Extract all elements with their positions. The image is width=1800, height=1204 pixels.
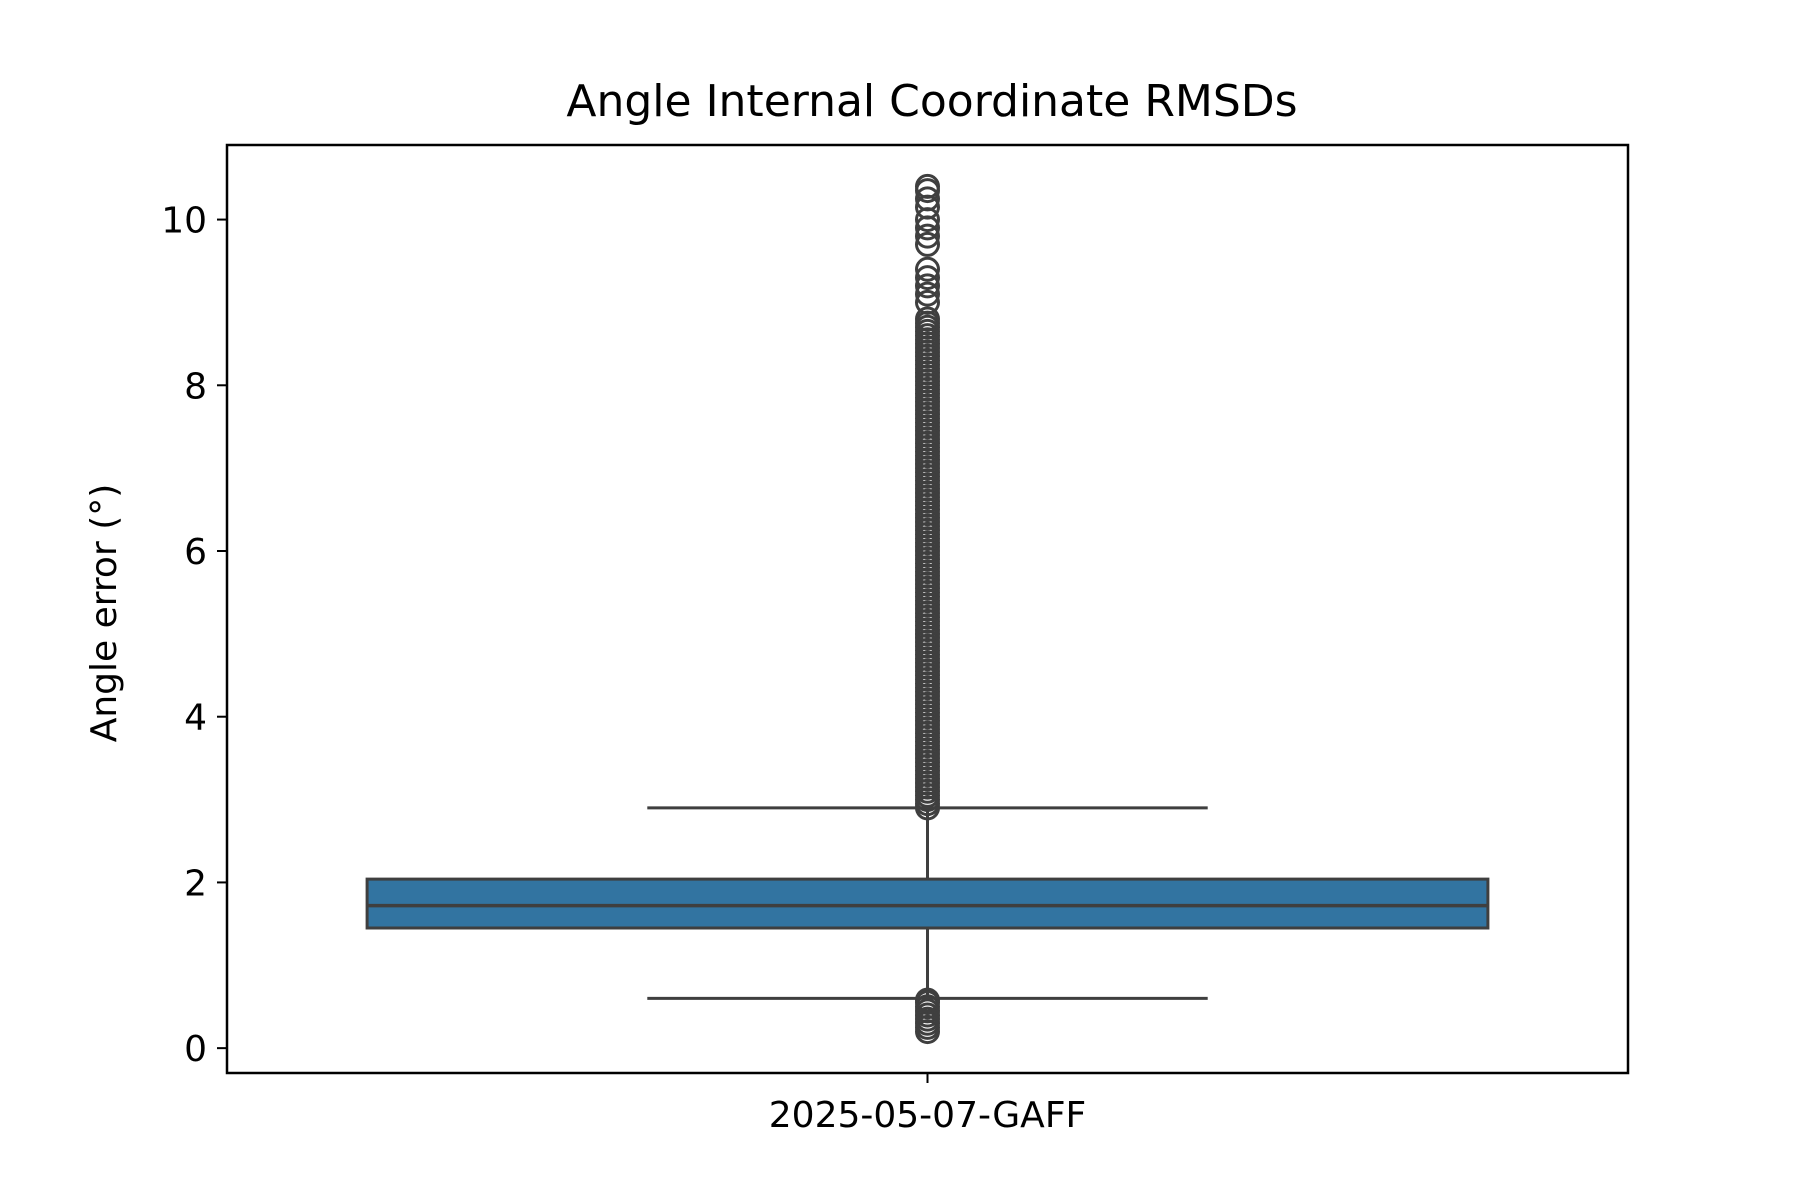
y-tick-label: 6 [184,532,207,573]
chart-title: Angle Internal Coordinate RMSDs [566,76,1297,127]
outlier-point [915,273,940,299]
outlier-point [915,987,940,1013]
axes-frame [225,143,1630,1075]
outlier-point [915,173,940,199]
outlier-point [915,256,940,282]
y-tick-label: 10 [161,201,207,242]
outlier-point [915,223,940,249]
y-tick-label: 2 [184,863,207,904]
outlier-point [915,265,940,291]
y-tick-label: 4 [184,698,207,739]
outlier-point [915,186,940,212]
x-tick-label: 2025-05-07-GAFF [769,1095,1086,1136]
outlier-point [915,231,940,257]
plot-area: 2025-05-07-GAFF 0 2 4 6 8 10 [161,143,1630,1136]
y-tick-label: 0 [184,1029,207,1070]
outlier-point [915,281,940,307]
outlier-point [915,289,940,315]
iqr-box [365,877,1490,930]
y-axis-label: Angle error (°) [84,484,125,743]
y-tick-label: 8 [184,366,207,407]
outlier-point [915,306,940,332]
